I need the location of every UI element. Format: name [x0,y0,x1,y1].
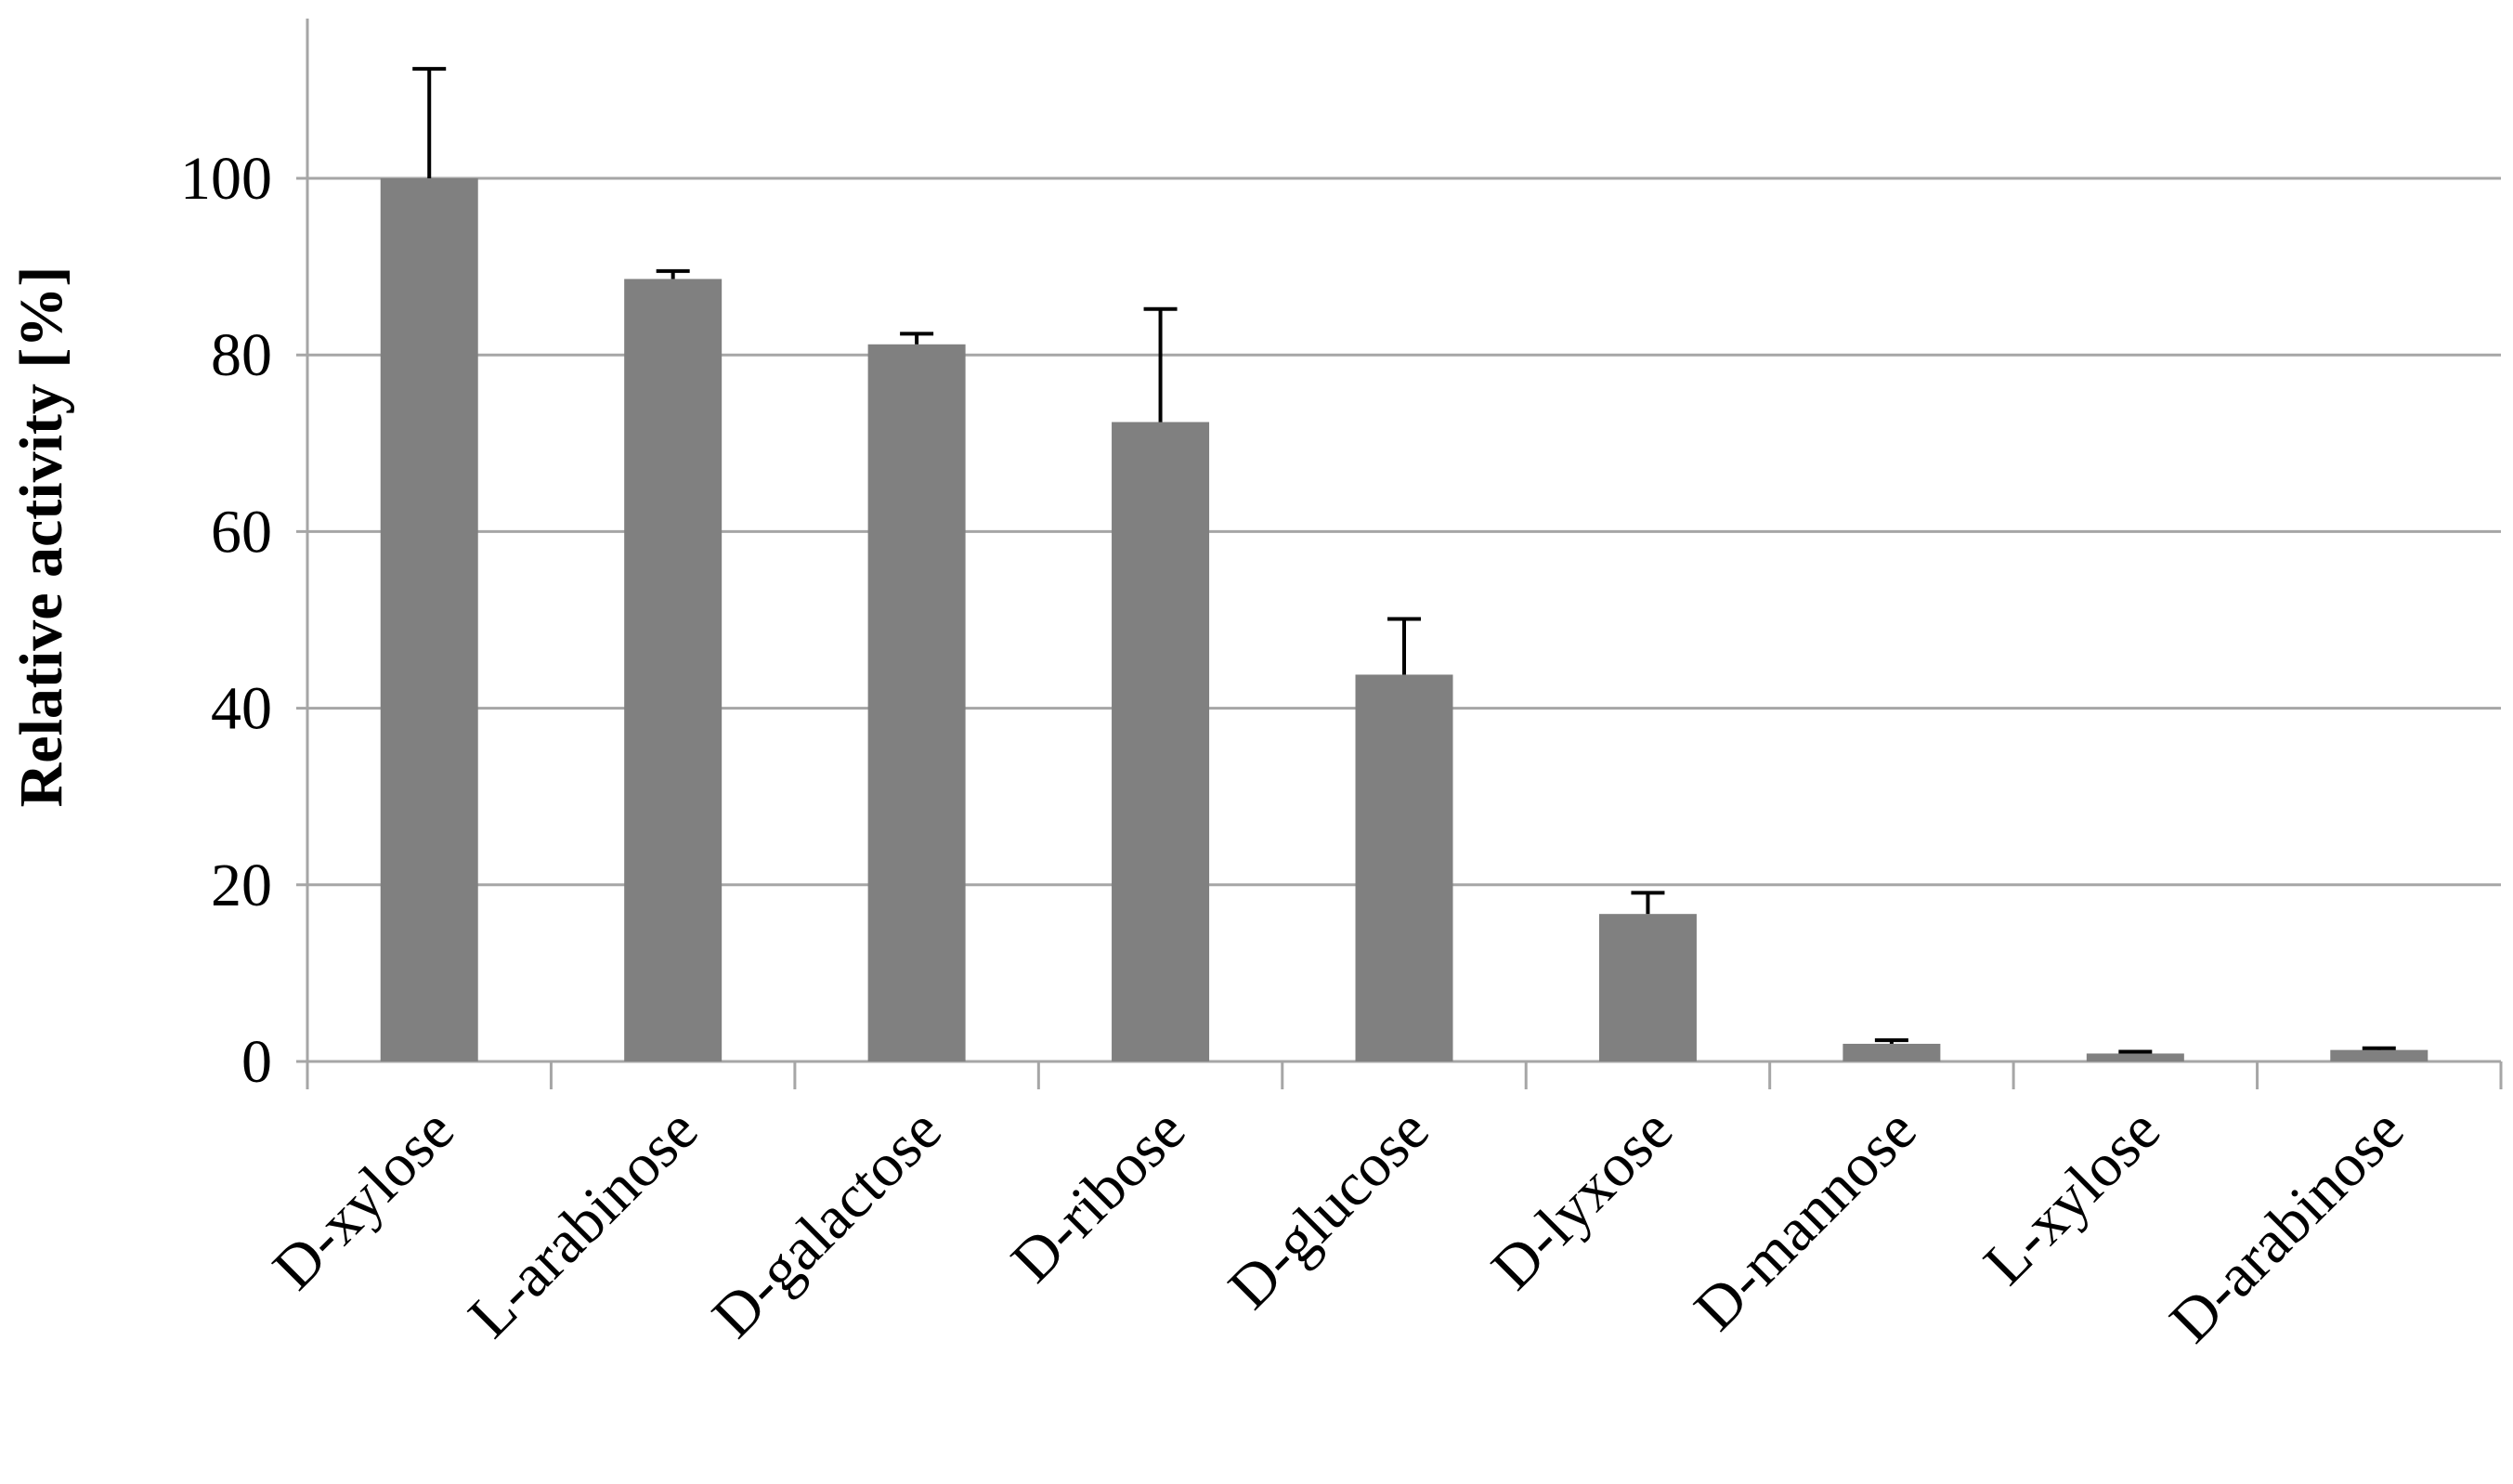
y-axis-label: Relative activity [%] [7,267,75,808]
y-tick-label: 0 [241,1028,272,1096]
bar-L-arabinose [624,279,723,1061]
y-tick-label: 60 [211,498,272,566]
x-tick-label: D-arabinose [2157,1096,2417,1356]
x-tick-label: L-arabinose [456,1096,710,1350]
x-tick-label: L-xylose [1971,1096,2173,1298]
bar-D-xylose [380,178,478,1061]
x-tick-label: D-xylose [260,1096,467,1303]
x-tick-label: D-galactose [699,1096,954,1350]
x-tick-label: D-mannose [1682,1096,1930,1344]
y-tick-label: 40 [211,675,272,743]
bar-D-arabinose [2330,1049,2428,1061]
bar-D-ribose [1112,422,1210,1061]
bar-D-glucose [1355,674,1453,1061]
bar-D-mannose [1842,1043,1941,1061]
y-tick-label: 20 [211,852,272,919]
bar-D-lyxose [1598,914,1697,1061]
bar-D-galactose [867,344,966,1062]
y-tick-label: 100 [180,145,272,213]
x-tick-label: D-ribose [998,1096,1198,1295]
y-tick-label: 80 [211,321,272,389]
bar-L-xylose [2086,1053,2184,1061]
x-tick-label: D-glucose [1216,1096,1441,1321]
x-tick-label: D-lyxose [1478,1096,1686,1303]
